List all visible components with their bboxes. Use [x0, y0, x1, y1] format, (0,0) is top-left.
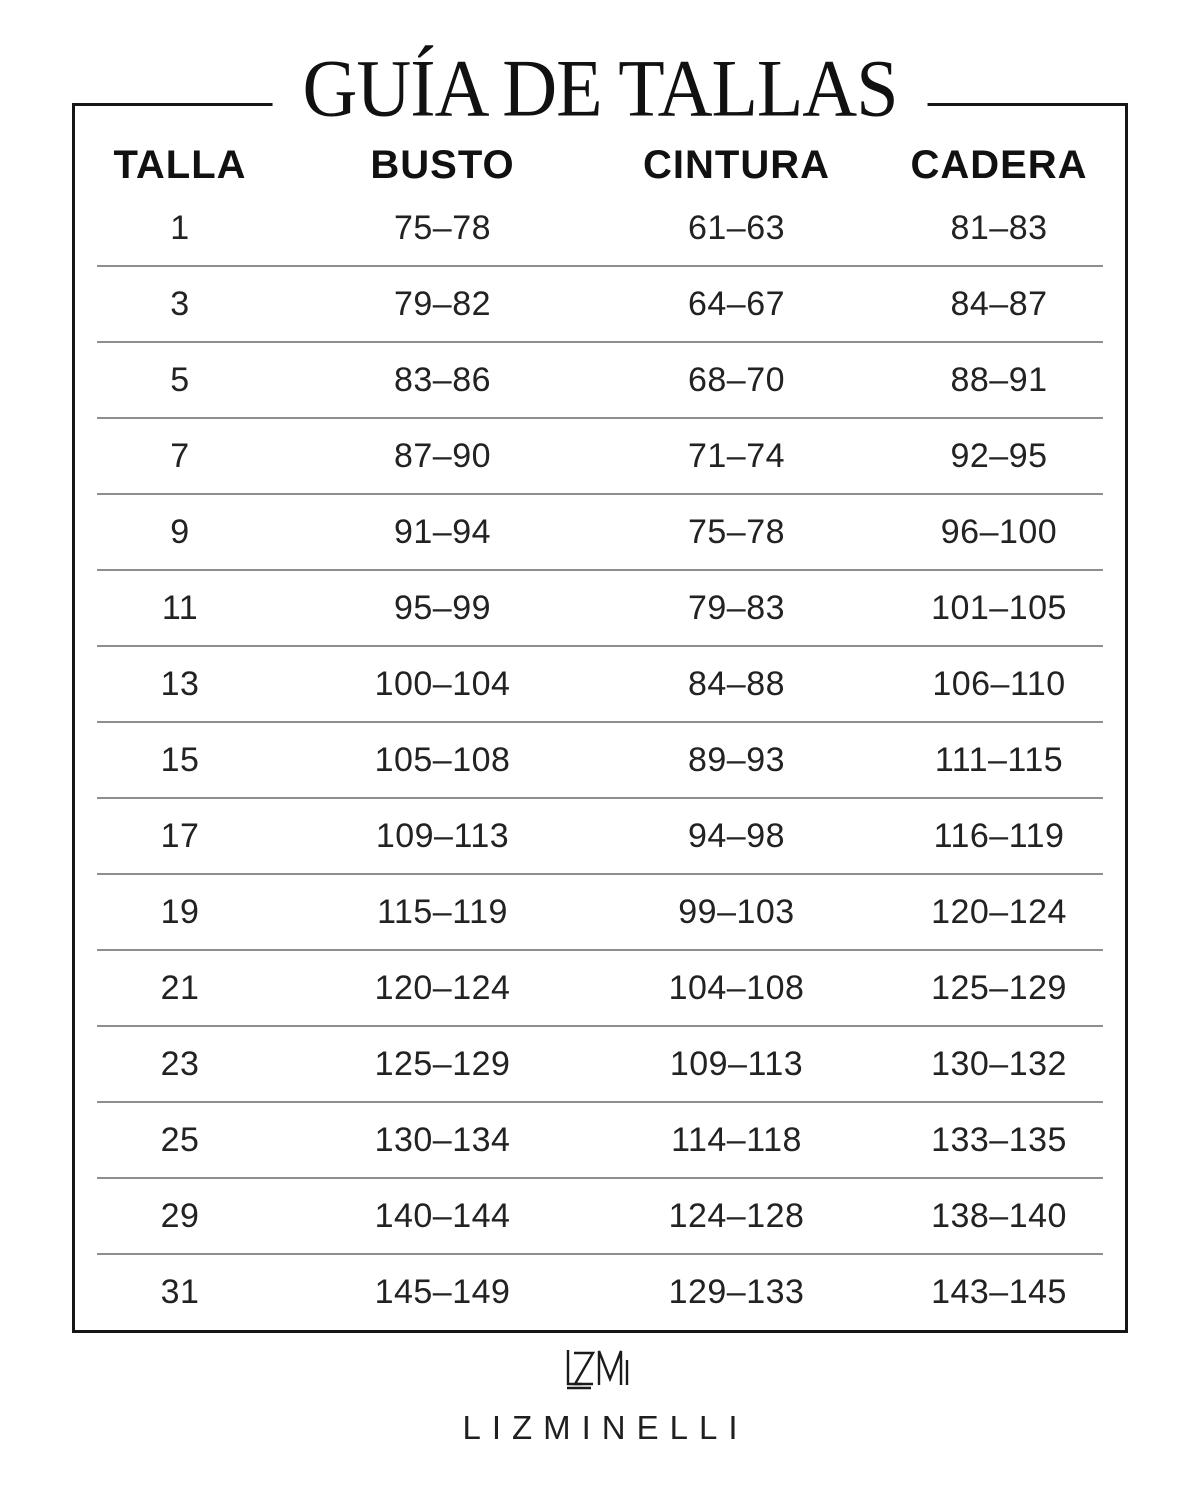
brand-wordmark: LIZMINELLI — [462, 1409, 749, 1446]
cell-cadera: 120–124 — [931, 892, 1067, 931]
cell-busto: 79–82 — [393, 284, 492, 323]
table-row: 9 91–94 75–78 96–100 — [75, 493, 1125, 570]
table-row: 3 79–82 64–67 84–87 — [75, 265, 1125, 342]
cell-cadera: 84–87 — [950, 284, 1048, 323]
cell-busto: 125–129 — [374, 1044, 511, 1083]
size-table: TALLA BUSTO CINTURA CADERA 1 75–78 61–63 81–83… — [72, 103, 1128, 1333]
cell-cintura: 99–103 — [678, 892, 795, 931]
table-row: 23 125–129 109–113 130–132 — [75, 1025, 1125, 1102]
cell-cadera: 88–91 — [950, 360, 1048, 399]
cell-busto: 91–94 — [393, 512, 492, 551]
cell-busto: 105–108 — [374, 740, 511, 779]
cell-cadera: 125–129 — [931, 968, 1067, 1007]
cell-talla: 25 — [160, 1120, 200, 1159]
cell-busto: 75–78 — [393, 208, 492, 247]
cell-cintura: 109–113 — [669, 1044, 804, 1083]
column-header-cintura: CINTURA — [643, 143, 830, 187]
cell-cintura: 71–74 — [687, 436, 786, 475]
cell-cadera: 133–135 — [931, 1120, 1067, 1159]
cell-talla: 21 — [160, 968, 200, 1007]
cell-talla: 19 — [160, 892, 200, 931]
cell-talla: 29 — [160, 1196, 200, 1235]
table-body: 1 75–78 61–63 81–83 3 79–82 64–67 84–87 5 83–86 68… — [75, 190, 1125, 1330]
table-row: 25 130–134 114–118 133–135 — [75, 1101, 1125, 1178]
cell-cintura: 94–98 — [687, 816, 786, 855]
cell-cintura: 89–93 — [687, 740, 786, 779]
cell-talla: 3 — [170, 284, 190, 323]
table-row: 7 87–90 71–74 92–95 — [75, 417, 1125, 494]
cell-talla: 1 — [170, 208, 190, 247]
cell-cintura: 75–78 — [687, 512, 786, 551]
table-row: 5 83–86 68–70 88–91 — [75, 341, 1125, 418]
cell-cadera: 106–110 — [932, 664, 1066, 703]
page-title: GUÍA DE TALLAS — [272, 43, 928, 135]
cell-talla: 17 — [160, 816, 200, 855]
cell-talla: 31 — [160, 1272, 200, 1311]
cell-busto: 120–124 — [374, 968, 511, 1007]
cell-busto: 95–99 — [393, 588, 492, 627]
table-row: 13 100–104 84–88 106–110 — [75, 645, 1125, 722]
table-row: 15 105–108 89–93 111–115 — [75, 721, 1125, 798]
cell-cintura: 114–118 — [671, 1120, 802, 1159]
cell-busto: 100–104 — [374, 664, 511, 703]
cell-busto: 145–149 — [374, 1272, 511, 1311]
cell-cintura: 104–108 — [668, 968, 805, 1007]
cell-talla: 23 — [160, 1044, 200, 1083]
column-header-cadera: CADERA — [910, 143, 1088, 187]
cell-cadera: 81–83 — [950, 208, 1048, 247]
table-row: 29 140–144 124–128 138–140 — [75, 1177, 1125, 1254]
cell-cintura: 84–88 — [687, 664, 786, 703]
cell-talla: 9 — [170, 512, 190, 551]
table-row: 31 145–149 129–133 143–145 — [75, 1253, 1125, 1330]
cell-busto: 109–113 — [375, 816, 510, 855]
cell-cintura: 68–70 — [687, 360, 786, 399]
cell-busto: 140–144 — [374, 1196, 511, 1235]
cell-cadera: 92–95 — [950, 436, 1048, 475]
table-header: TALLA BUSTO CINTURA CADERA — [75, 106, 1125, 190]
table-row: 1 75–78 61–63 81–83 — [75, 190, 1125, 266]
cell-cadera: 101–105 — [931, 588, 1067, 627]
cell-busto: 130–134 — [374, 1120, 511, 1159]
cell-talla: 15 — [160, 740, 200, 779]
table-row: 19 115–119 99–103 120–124 — [75, 873, 1125, 950]
column-header-busto: BUSTO — [370, 143, 515, 187]
cell-cadera: 111–115 — [934, 740, 1064, 779]
cell-talla: 7 — [170, 436, 190, 475]
cell-cadera: 130–132 — [931, 1044, 1067, 1083]
cell-talla: 11 — [161, 588, 199, 627]
cell-cintura: 129–133 — [668, 1272, 805, 1311]
cell-cadera: 143–145 — [931, 1272, 1067, 1311]
column-header-talla: TALLA — [113, 143, 247, 187]
cell-cadera: 138–140 — [931, 1196, 1067, 1235]
cell-cadera: 96–100 — [940, 512, 1058, 551]
cell-cintura: 79–83 — [687, 588, 786, 627]
table-row: 21 120–124 104–108 125–129 — [75, 949, 1125, 1026]
table-row: 17 109–113 94–98 116–119 — [75, 797, 1125, 874]
cell-talla: 5 — [170, 360, 190, 399]
footer: LIZMINELLI — [0, 1348, 1200, 1447]
cell-cadera: 116–119 — [933, 816, 1065, 855]
lzm-logo — [0, 1348, 1200, 1390]
lzm-monogram-icon — [566, 1350, 629, 1390]
cell-cintura: 61–63 — [687, 208, 786, 247]
table-row: 11 95–99 79–83 101–105 — [75, 569, 1125, 646]
cell-busto: 83–86 — [393, 360, 492, 399]
cell-cintura: 124–128 — [668, 1196, 805, 1235]
cell-busto: 87–90 — [393, 436, 492, 475]
cell-cintura: 64–67 — [687, 284, 786, 323]
cell-talla: 13 — [160, 664, 200, 703]
cell-busto: 115–119 — [377, 892, 508, 931]
